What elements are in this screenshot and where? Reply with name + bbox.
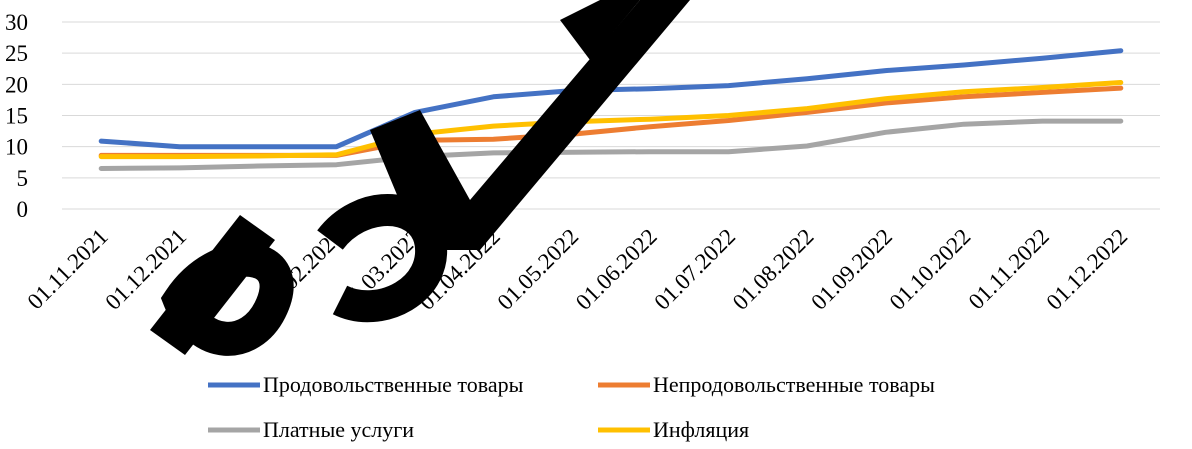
x-tick-label: 01.03.2022 bbox=[336, 224, 427, 315]
x-tick-label: 01.02.2022 bbox=[257, 224, 348, 315]
x-tick-label: 01.12.2021 bbox=[100, 224, 191, 315]
x-tick-label: 01.09.2022 bbox=[806, 224, 897, 315]
x-tick-label: 01.05.2022 bbox=[492, 224, 583, 315]
legend-label: Инфляция bbox=[653, 417, 749, 442]
y-tick-label: 10 bbox=[5, 135, 28, 160]
y-tick-label: 25 bbox=[5, 41, 28, 66]
y-tick-label: 20 bbox=[5, 72, 28, 97]
x-tick-label: 01.08.2022 bbox=[728, 224, 819, 315]
x-tick-label: 01.11.2022 bbox=[964, 224, 1054, 314]
x-tick-label: 01.12.2022 bbox=[1041, 224, 1132, 315]
y-tick-label: 30 bbox=[5, 10, 28, 35]
legend-label: Продовольственные товары bbox=[263, 372, 524, 397]
x-tick-label: 01.04.2022 bbox=[414, 224, 505, 315]
y-tick-label: 15 bbox=[5, 104, 28, 129]
x-tick-label: 01.01.2022 bbox=[179, 224, 270, 315]
x-tick-label: 01.06.2022 bbox=[571, 224, 662, 315]
y-tick-label: 0 bbox=[17, 197, 29, 222]
x-tick-label: 01.10.2022 bbox=[885, 224, 976, 315]
legend-label: Платные услуги bbox=[263, 417, 414, 442]
x-tick-label: 01.11.2021 bbox=[22, 224, 112, 314]
y-tick-label: 5 bbox=[17, 166, 29, 191]
legend-label: Непродовольственные товары bbox=[653, 372, 935, 397]
x-tick-label: 01.07.2022 bbox=[649, 224, 740, 315]
gridlines bbox=[62, 21, 1160, 210]
legend: Продовольственные товары Непродовольствен… bbox=[208, 372, 935, 442]
y-axis-tick-labels: 0 5 10 15 20 25 30 bbox=[5, 10, 28, 222]
series-lines bbox=[98, 48, 1124, 171]
x-axis-tick-labels: 01.11.202101.12.202101.01.202201.02.2022… bbox=[22, 224, 1132, 315]
